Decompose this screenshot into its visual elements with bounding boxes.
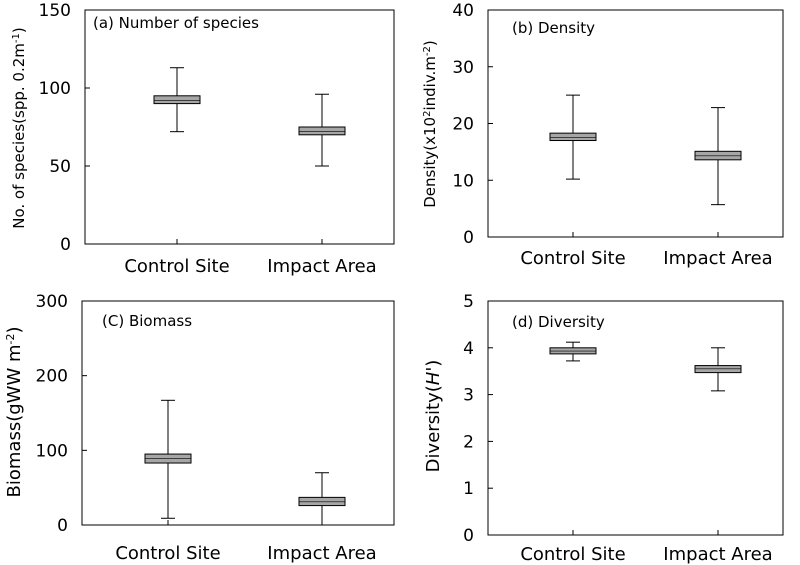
y-tick-label: 0 bbox=[463, 526, 474, 546]
y-axis-title: No. of species(spp. 0.2m-1) bbox=[10, 27, 28, 228]
y-tick-label: 0 bbox=[463, 228, 474, 248]
y-tick-label: 0 bbox=[60, 235, 71, 255]
y-tick-label: 3 bbox=[463, 386, 474, 406]
plot-frame bbox=[84, 9, 395, 245]
y-axis-title: Biomass(gWW m-2) bbox=[4, 327, 26, 498]
y-tick-label: 10 bbox=[452, 171, 474, 191]
x-category-label: Control Site bbox=[115, 543, 220, 564]
y-tick-label: 4 bbox=[463, 339, 474, 359]
y-tick-label: 30 bbox=[452, 58, 474, 78]
panel-label: (b) Density bbox=[512, 19, 595, 37]
box-control-site bbox=[153, 95, 201, 105]
panel-density: (b) Density Density(x102indiv.m-2) 0 10 20… bbox=[421, 1, 784, 269]
box-control-site bbox=[549, 132, 597, 142]
y-axis-title: Diversity(H') bbox=[423, 360, 444, 473]
y-tick-label: 300 bbox=[36, 292, 68, 312]
plot-frame bbox=[81, 300, 395, 526]
y-tick-label: 5 bbox=[463, 292, 474, 312]
panel-label: (a) Number of species bbox=[93, 14, 259, 32]
x-category-label: Control Site bbox=[520, 544, 625, 565]
x-category-label: Control Site bbox=[124, 256, 229, 277]
y-axis-title: Density(x102indiv.m-2) bbox=[421, 40, 439, 208]
x-category-label: Impact Area bbox=[663, 544, 772, 565]
y-tick-label: 50 bbox=[49, 157, 71, 177]
box-impact-area bbox=[298, 496, 346, 507]
panel-label: (C) Biomass bbox=[102, 312, 192, 330]
y-tick-label: 2 bbox=[463, 432, 474, 452]
panel-number-of-species: (a) Number of species No. of species(spp… bbox=[10, 1, 395, 277]
x-category-label: Control Site bbox=[520, 248, 625, 269]
plot-frame bbox=[487, 9, 784, 238]
y-tick-label: 20 bbox=[452, 115, 474, 135]
box-impact-area bbox=[298, 126, 346, 136]
panel-label: (d) Diversity bbox=[512, 313, 605, 331]
x-category-label: Impact Area bbox=[267, 256, 376, 277]
x-category-label: Impact Area bbox=[663, 248, 772, 269]
plot-frame bbox=[487, 300, 784, 536]
y-tick-label: 40 bbox=[452, 1, 474, 21]
y-tick-label: 0 bbox=[57, 516, 68, 536]
y-tick-label: 100 bbox=[36, 441, 68, 461]
y-tick-label: 1 bbox=[463, 479, 474, 499]
x-category-label: Impact Area bbox=[267, 543, 376, 564]
panel-biomass: (C) Biomass Biomass(gWW m-2) 0 100 200 300 C… bbox=[4, 292, 395, 564]
y-tick-label: 150 bbox=[39, 1, 71, 21]
y-tick-label: 100 bbox=[39, 79, 71, 99]
y-tick-label: 200 bbox=[36, 367, 68, 387]
panel-diversity: (d) Diversity Diversity(H') 0 1 2 3 4 5 Contro… bbox=[423, 292, 784, 565]
